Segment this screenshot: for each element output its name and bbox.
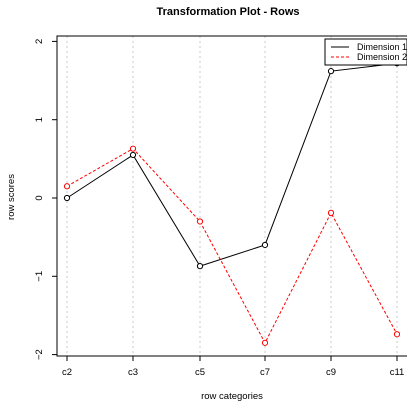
x-tick-label-c7: c7: [260, 367, 270, 378]
series-2-point-c3: [129, 145, 137, 152]
chart-title: Transformation Plot - Rows: [156, 6, 299, 18]
series-1-point-c3: [129, 151, 137, 159]
y-tick-label--1: −1: [34, 271, 45, 282]
axes: c2 c3 c5 c7 c9 c11 −2 −1 0 1 2: [34, 35, 407, 378]
y-axis-label: row scores: [6, 174, 17, 220]
series-line-1: [66, 62, 398, 267]
x-tick-label-c11: c11: [390, 367, 405, 378]
series-1-point-c2: [63, 194, 71, 202]
x-axis-label: row categories: [201, 391, 263, 402]
x-tick-label-c9: c9: [326, 367, 336, 378]
series-2-point-c9: [327, 209, 335, 216]
series-line-2: [66, 148, 398, 344]
legend-label-1: Dimension 1: [357, 42, 407, 52]
series-2-point-c7: [261, 339, 269, 346]
x-tick-label-c3: c3: [128, 367, 138, 378]
series-2-point-c11: [393, 331, 401, 338]
series-2-point-c5: [196, 218, 204, 225]
series-layer: [63, 60, 401, 346]
y-tick-label--2: −2: [34, 349, 45, 360]
y-tick-label-2: 2: [34, 39, 45, 44]
series-1-point-c7: [261, 241, 269, 249]
legend-box: [324, 38, 407, 66]
x-tick-label-c5: c5: [195, 367, 205, 378]
plot-border: [56, 35, 407, 357]
grid-lines: [66, 36, 398, 356]
x-tick-label-c2: c2: [62, 367, 72, 378]
series-1-point-c5: [196, 263, 204, 270]
series-2-point-c2: [63, 183, 71, 190]
series-1-point-c9: [327, 68, 335, 75]
y-tick-label-1: 1: [34, 117, 45, 122]
legend-label-2: Dimension 2: [357, 52, 407, 62]
y-tick-label-0: 0: [34, 195, 45, 200]
